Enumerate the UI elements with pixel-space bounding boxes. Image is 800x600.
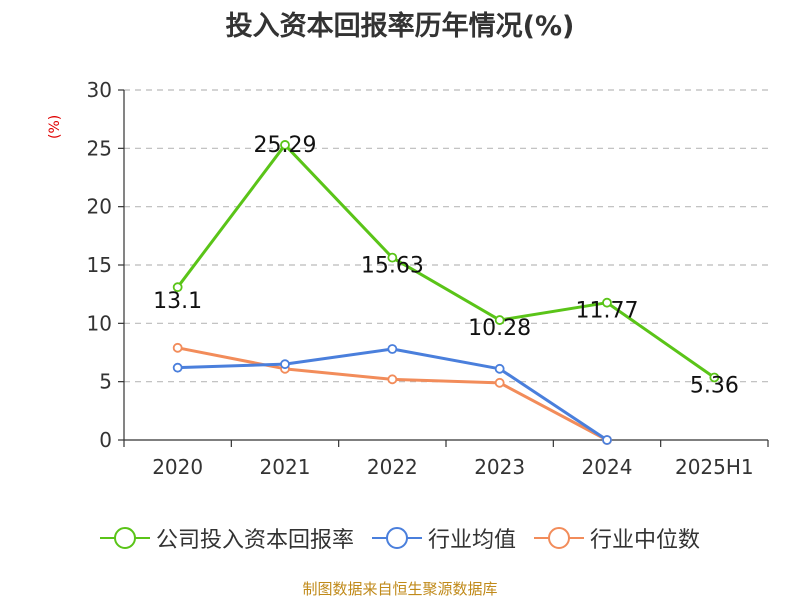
y-tick-label: 30 <box>87 78 112 102</box>
data-point <box>602 297 612 308</box>
y-tick-label: 25 <box>87 136 112 160</box>
y-tick-label: 20 <box>87 195 112 219</box>
data-labels: 13.1 25.29 15.63 10.28 11.77 5.36 <box>153 133 739 399</box>
legend-swatch-icon <box>99 526 150 550</box>
data-point <box>280 140 290 150</box>
data-label: 13.1 <box>153 289 202 314</box>
data-point <box>494 315 505 325</box>
x-tick-label: 2020 <box>152 455 203 479</box>
legend-label: 公司投入资本回报率 <box>155 528 354 553</box>
legend-swatch-icon <box>371 526 422 550</box>
data-point <box>172 362 183 373</box>
x-tick-label: 2022 <box>367 455 418 479</box>
x-tick-label: 2024 <box>582 455 633 479</box>
axes: 0 5 10 15 20 25 30 2020 2021 2022 2023 2024 2025H1 <box>87 78 769 479</box>
data-point <box>387 344 398 354</box>
x-tick-label: 2025H1 <box>675 455 754 479</box>
series-line <box>177 346 608 442</box>
data-point <box>280 359 290 370</box>
series-line <box>177 347 608 442</box>
x-tick-label: 2021 <box>260 455 311 479</box>
data-point <box>172 282 183 293</box>
data-point <box>709 372 720 383</box>
y-tick-label: 0 <box>99 428 112 452</box>
x-tick-label: 2023 <box>474 455 525 479</box>
source-note: 制图数据来自恒生聚源数据库 <box>302 580 498 598</box>
data-point <box>387 374 398 385</box>
y-tick-label: 5 <box>99 370 112 394</box>
data-label: 10.28 <box>468 316 531 341</box>
series-line <box>176 143 716 379</box>
data-label: 25.29 <box>254 133 317 158</box>
data-label: 5.36 <box>690 373 739 398</box>
legend: 公司投入资本回报率 行业均值 行业中位数 <box>0 518 800 558</box>
y-tick-label: 10 <box>87 311 112 335</box>
legend-item[interactable]: 行业均值 <box>371 522 516 554</box>
chart-title: 投入资本回报率历年情况(%) <box>225 11 575 42</box>
y-tick-label: 15 <box>87 253 112 277</box>
legend-label: 行业均值 <box>427 528 516 553</box>
legend-item[interactable]: 行业中位数 <box>534 522 700 554</box>
series-lines <box>172 140 720 445</box>
grid-lines <box>124 89 768 383</box>
data-label: 15.63 <box>361 254 424 279</box>
legend-swatch-icon <box>534 526 584 550</box>
legend-label: 行业中位数 <box>590 528 701 553</box>
data-label: 11.77 <box>576 299 639 324</box>
data-point <box>172 342 183 353</box>
legend-item[interactable]: 公司投入资本回报率 <box>99 522 354 554</box>
data-point <box>387 252 398 263</box>
data-point <box>602 435 612 445</box>
data-point <box>494 377 505 388</box>
data-point <box>494 363 505 374</box>
